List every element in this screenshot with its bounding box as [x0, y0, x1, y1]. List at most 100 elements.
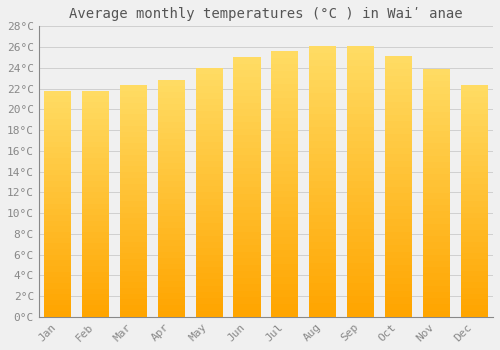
- Bar: [234, 103, 260, 109]
- Bar: [385, 278, 412, 284]
- Bar: [196, 211, 223, 217]
- Bar: [422, 143, 450, 149]
- Bar: [422, 248, 450, 255]
- Bar: [44, 220, 72, 226]
- Bar: [422, 100, 450, 106]
- Bar: [196, 86, 223, 93]
- Bar: [120, 85, 147, 91]
- Bar: [196, 124, 223, 130]
- Bar: [422, 118, 450, 125]
- Bar: [309, 283, 336, 290]
- Bar: [196, 242, 223, 248]
- Bar: [271, 244, 298, 250]
- Bar: [234, 291, 260, 298]
- Bar: [82, 254, 109, 260]
- Bar: [347, 195, 374, 202]
- Bar: [196, 180, 223, 186]
- Bar: [460, 161, 488, 166]
- Bar: [196, 192, 223, 198]
- Bar: [309, 209, 336, 215]
- Bar: [385, 232, 412, 239]
- Bar: [120, 149, 147, 155]
- Bar: [460, 271, 488, 276]
- Bar: [120, 247, 147, 253]
- Bar: [196, 93, 223, 99]
- Bar: [44, 136, 72, 141]
- Bar: [309, 229, 336, 236]
- Bar: [234, 155, 260, 161]
- Bar: [271, 124, 298, 131]
- Bar: [347, 120, 374, 127]
- Bar: [196, 310, 223, 317]
- Bar: [385, 63, 412, 69]
- Bar: [271, 171, 298, 177]
- Bar: [158, 122, 185, 127]
- Bar: [347, 296, 374, 303]
- Bar: [309, 256, 336, 262]
- Bar: [385, 258, 412, 265]
- Bar: [82, 181, 109, 187]
- Bar: [309, 120, 336, 127]
- Bar: [460, 114, 488, 120]
- Bar: [158, 252, 185, 258]
- Bar: [158, 86, 185, 92]
- Bar: [309, 53, 336, 60]
- Bar: [385, 271, 412, 278]
- Bar: [460, 207, 488, 213]
- Bar: [82, 113, 109, 119]
- Bar: [271, 118, 298, 124]
- Bar: [271, 51, 298, 58]
- Bar: [158, 80, 185, 86]
- Bar: [82, 260, 109, 266]
- Bar: [196, 118, 223, 124]
- Bar: [158, 305, 185, 311]
- Bar: [271, 297, 298, 303]
- Bar: [385, 134, 412, 141]
- Bar: [422, 224, 450, 230]
- Bar: [196, 223, 223, 230]
- Bar: [385, 128, 412, 134]
- Bar: [44, 226, 72, 232]
- Bar: [158, 145, 185, 151]
- Bar: [460, 126, 488, 132]
- Bar: [309, 188, 336, 195]
- Bar: [271, 78, 298, 84]
- Bar: [44, 130, 72, 136]
- Bar: [385, 297, 412, 304]
- Bar: [422, 180, 450, 187]
- Bar: [385, 193, 412, 199]
- Bar: [347, 242, 374, 249]
- Bar: [422, 156, 450, 162]
- Bar: [234, 194, 260, 200]
- Bar: [347, 161, 374, 168]
- Bar: [422, 106, 450, 112]
- Bar: [120, 311, 147, 317]
- Bar: [347, 154, 374, 161]
- Bar: [196, 105, 223, 111]
- Bar: [44, 266, 72, 272]
- Bar: [309, 134, 336, 141]
- Bar: [158, 293, 185, 299]
- Bar: [158, 210, 185, 216]
- Bar: [309, 168, 336, 175]
- Bar: [385, 174, 412, 180]
- Bar: [82, 232, 109, 238]
- Bar: [82, 159, 109, 164]
- Bar: [120, 300, 147, 305]
- Bar: [82, 204, 109, 209]
- Bar: [82, 306, 109, 311]
- Bar: [309, 290, 336, 296]
- Bar: [347, 222, 374, 229]
- Bar: [82, 311, 109, 317]
- Bar: [120, 126, 147, 132]
- Bar: [196, 111, 223, 118]
- Bar: [44, 249, 72, 254]
- Bar: [158, 98, 185, 104]
- Bar: [460, 138, 488, 143]
- Bar: [347, 134, 374, 141]
- Bar: [234, 57, 260, 64]
- Bar: [271, 237, 298, 244]
- Bar: [234, 109, 260, 116]
- Bar: [158, 92, 185, 98]
- Bar: [82, 288, 109, 294]
